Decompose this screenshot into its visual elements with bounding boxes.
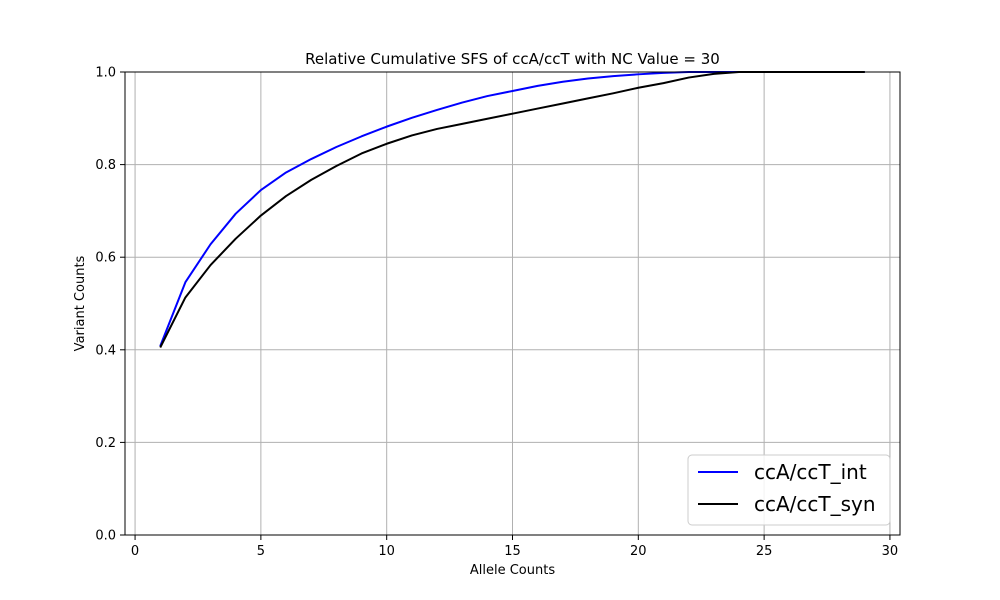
legend-box: [687, 454, 891, 526]
x-axis-label: Allele Counts: [470, 563, 555, 578]
x-tick-label: 20: [630, 544, 647, 559]
y-tick-label: 0.4: [95, 343, 116, 358]
x-tick-label: 0: [131, 544, 139, 559]
x-tick-label: 30: [882, 544, 899, 559]
legend-label-int: ccA/ccT_int: [754, 460, 867, 484]
x-tick-label: 15: [504, 544, 521, 559]
x-tick-label: 10: [378, 544, 395, 559]
x-tick-label: 5: [257, 544, 265, 559]
y-tick-label: 0.0: [95, 529, 116, 544]
x-tick-label: 25: [756, 544, 773, 559]
x-axis-ticks: 0 5 10 15 20 25 30: [131, 535, 898, 559]
legend: ccA/ccT_int ccA/ccT_syn: [687, 454, 891, 526]
y-tick-label: 0.2: [95, 436, 116, 451]
y-tick-label: 0.6: [95, 251, 116, 266]
chart-title: Relative Cumulative SFS of ccA/ccT with …: [305, 50, 720, 68]
legend-label-syn: ccA/ccT_syn: [754, 492, 876, 516]
y-axis-ticks: 0.0 0.2 0.4 0.6 0.8 1.0: [95, 66, 125, 544]
y-tick-label: 1.0: [95, 66, 116, 81]
y-tick-label: 0.8: [95, 158, 116, 173]
y-axis-label: Variant Counts: [73, 255, 88, 351]
